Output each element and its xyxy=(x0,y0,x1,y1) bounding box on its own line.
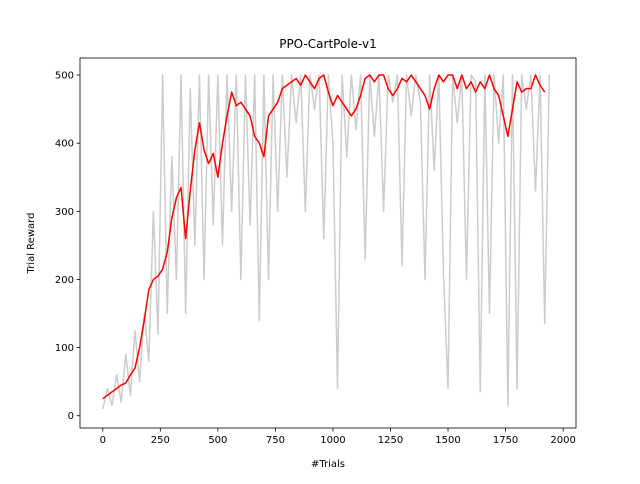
y-tick-label: 200 xyxy=(55,275,74,286)
line-series xyxy=(102,74,551,410)
x-tick-label: 1500 xyxy=(435,435,460,446)
y-tick-label: 400 xyxy=(55,139,74,150)
x-tick-label: 1750 xyxy=(493,435,518,446)
x-tick-label: 250 xyxy=(151,435,170,446)
x-tick-label: 2000 xyxy=(550,435,575,446)
x-axis-label: #Trials xyxy=(311,459,345,470)
x-tick-label: 500 xyxy=(208,435,227,446)
y-tick-label: 500 xyxy=(55,71,74,82)
plot-frame xyxy=(79,57,577,429)
line-series xyxy=(102,74,546,400)
y-tick-label: 0 xyxy=(68,411,74,422)
x-tick-label: 0 xyxy=(100,435,106,446)
y-axis-label: Trial Reward xyxy=(26,213,37,275)
chart-title: PPO-CartPole-v1 xyxy=(279,37,377,51)
x-tick-label: 1000 xyxy=(320,435,345,446)
y-tick-label: 300 xyxy=(55,207,74,218)
y-tick-label: 100 xyxy=(55,343,74,354)
x-tick-label: 750 xyxy=(266,435,285,446)
x-tick-label: 1250 xyxy=(378,435,403,446)
